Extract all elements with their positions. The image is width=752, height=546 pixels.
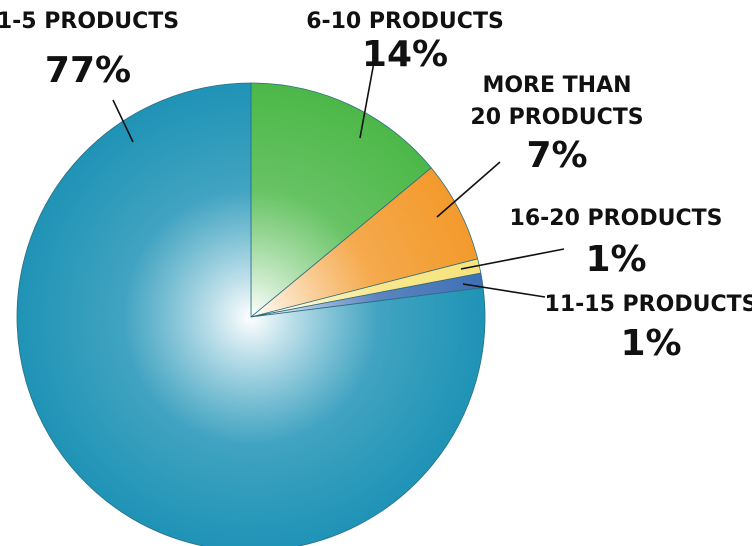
leader-line-6-10-products	[359, 61, 375, 139]
slice-label-more-than-20-products-line-1: MORE THAN	[482, 73, 631, 98]
slice-percent-6-10-products: 14%	[362, 34, 448, 75]
slice-label-more-than-20-products-line-2: 20 PRODUCTS	[470, 105, 643, 130]
leader-line-more-than-20-products	[436, 161, 501, 218]
leader-line-1-5-products	[112, 99, 134, 143]
slice-percent-1-5-products: 77%	[45, 50, 131, 91]
pie-slice-1-5-products	[16, 82, 486, 546]
leader-line-11-15-products	[462, 283, 546, 298]
leader-line-16-20-products	[460, 248, 565, 270]
pie-slice-6-10-products	[250, 82, 432, 318]
slice-percent-more-than-20-products: 7%	[526, 135, 587, 176]
pie-slice-more-than-20-products	[250, 167, 479, 318]
slice-label-6-10-products: 6-10 PRODUCTS	[306, 9, 504, 34]
slice-percent-16-20-products: 1%	[585, 239, 646, 280]
slice-label-1-5-products: 1-5 PRODUCTS	[0, 9, 179, 34]
slice-label-11-15-products: 11-15 PRODUCTS	[545, 292, 752, 317]
slice-percent-11-15-products: 1%	[620, 323, 681, 364]
slice-label-16-20-products: 16-20 PRODUCTS	[510, 206, 723, 231]
pie-slices	[16, 82, 486, 546]
